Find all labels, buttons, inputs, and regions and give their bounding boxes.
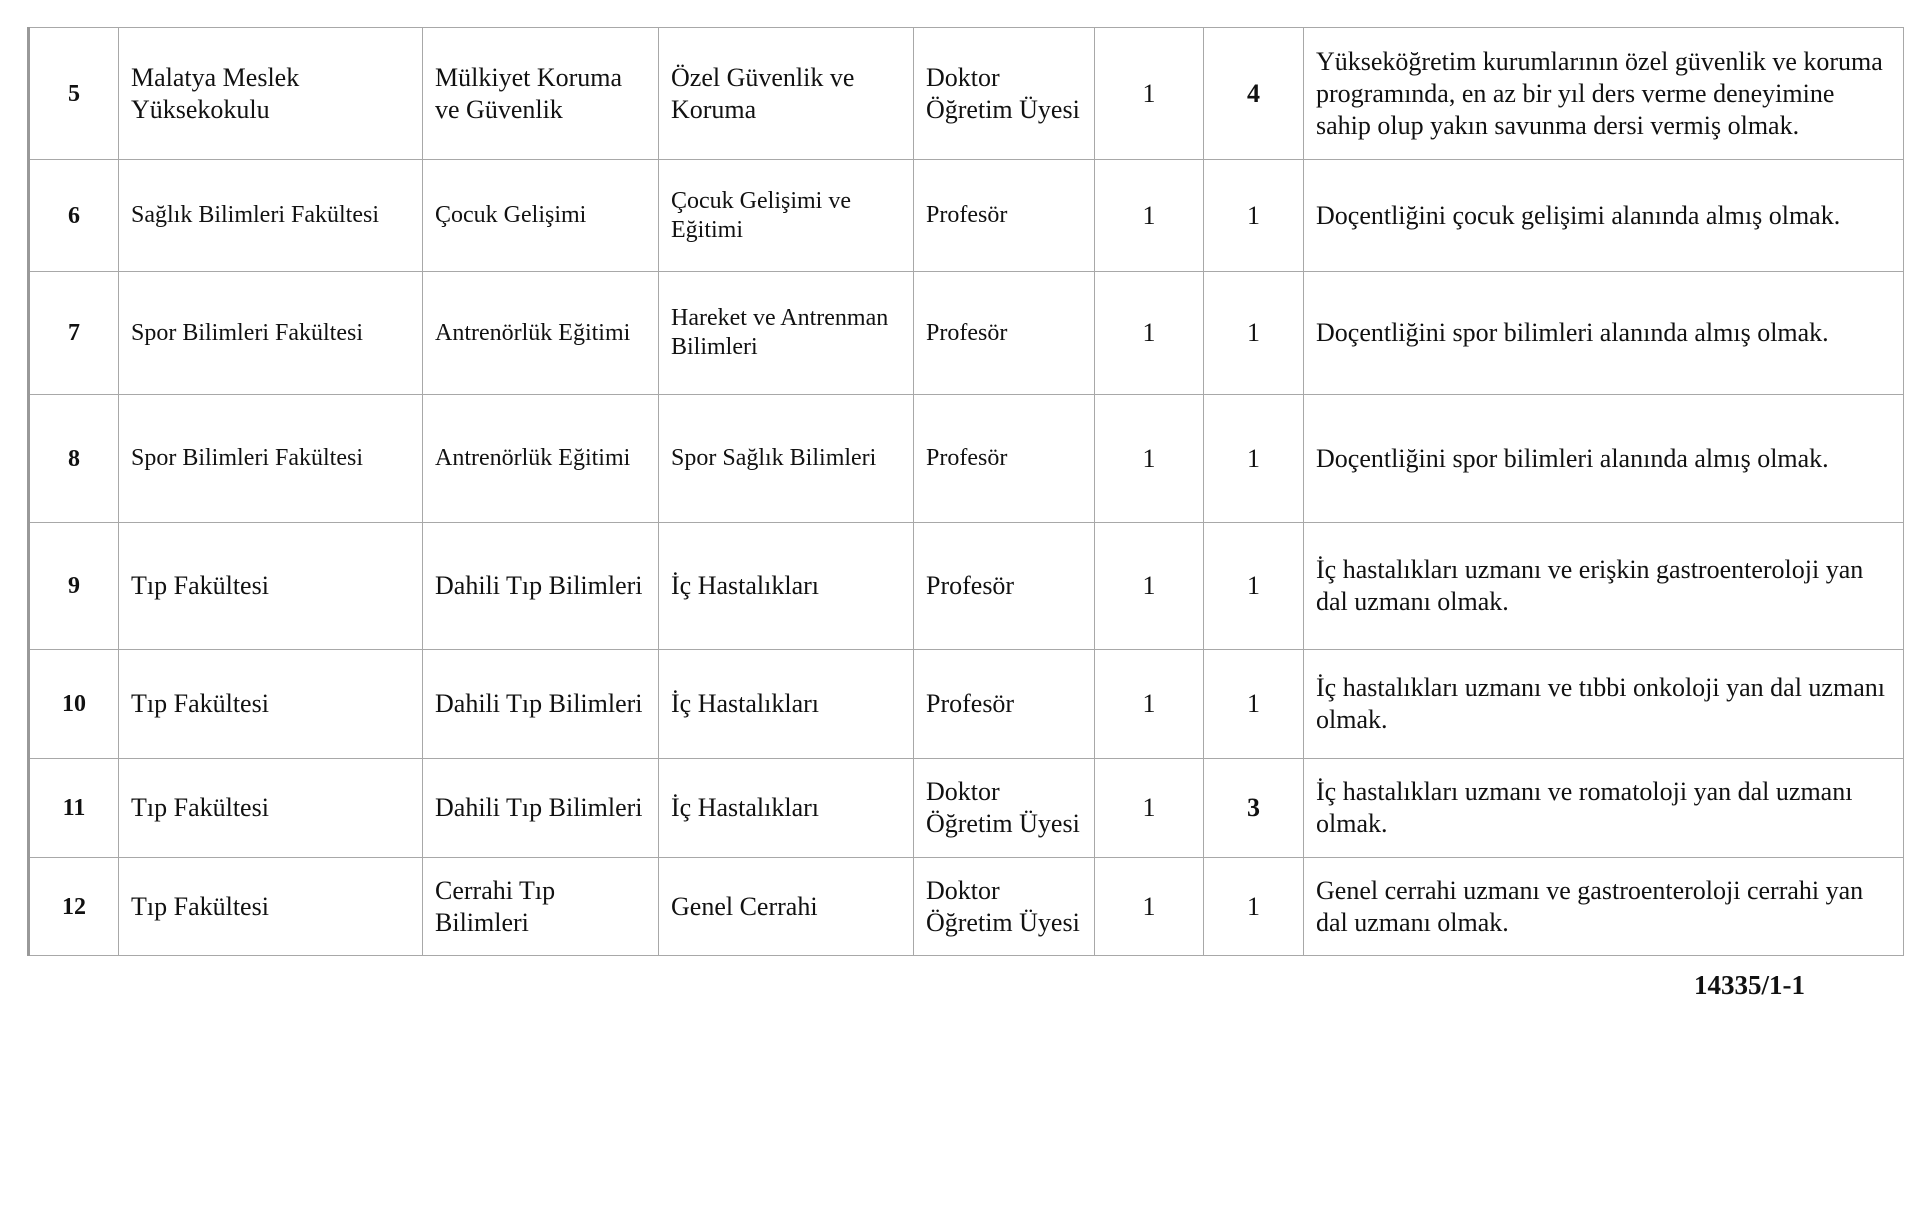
department-cell: Çocuk Gelişimi: [422, 159, 659, 272]
department-cell: Antrenörlük Eğitimi: [422, 271, 659, 395]
table-row: 11 Tıp Fakültesi Dahili Tıp Bilimleri İç Ha…: [27, 758, 1904, 858]
field-cell: İç Hastalıkları: [658, 758, 914, 858]
field-cell: Çocuk Gelişimi ve Eğitimi: [658, 159, 914, 272]
degree-cell: 1: [1094, 649, 1204, 759]
title-cell: Profesör: [913, 522, 1095, 650]
title-cell: Profesör: [913, 649, 1095, 759]
positions-table: 5 Malatya Meslek Yüksekokulu Mülkiyet Koru…: [27, 27, 1904, 956]
title-cell: Doktor Öğretim Üyesi: [913, 758, 1095, 858]
field-cell: Özel Güvenlik ve Koruma: [658, 27, 914, 160]
field-cell: Spor Sağlık Bilimleri: [658, 394, 914, 523]
field-cell: Genel Cerrahi: [658, 857, 914, 956]
requirement-cell: Doçentliğini çocuk gelişimi alanında alm…: [1303, 159, 1904, 272]
department-cell: Cerrahi Tıp Bilimleri: [422, 857, 659, 956]
degree-cell: 1: [1094, 159, 1204, 272]
table-row: 10 Tıp Fakültesi Dahili Tıp Bilimleri İç Ha…: [27, 649, 1904, 759]
requirement-cell: Doçentliğini spor bilimleri alanında alm…: [1303, 271, 1904, 395]
degree-cell: 1: [1094, 857, 1204, 956]
table-row: 8 Spor Bilimleri Fakültesi Antrenörlük Eği…: [27, 394, 1904, 523]
degree-cell: 1: [1094, 522, 1204, 650]
count-cell: 1: [1203, 649, 1304, 759]
row-number: 8: [27, 394, 119, 523]
degree-cell: 1: [1094, 27, 1204, 160]
row-number: 9: [27, 522, 119, 650]
title-cell: Profesör: [913, 271, 1095, 395]
degree-cell: 1: [1094, 758, 1204, 858]
department-cell: Mülkiyet Koruma ve Güvenlik: [422, 27, 659, 160]
count-cell: 4: [1203, 27, 1304, 160]
department-cell: Dahili Tıp Bilimleri: [422, 758, 659, 858]
title-cell: Doktor Öğretim Üyesi: [913, 27, 1095, 160]
table-row: 6 Sağlık Bilimleri Fakültesi Çocuk Gelişim…: [27, 159, 1904, 272]
count-cell: 3: [1203, 758, 1304, 858]
table-row: 5 Malatya Meslek Yüksekokulu Mülkiyet Koru…: [27, 27, 1904, 160]
count-cell: 1: [1203, 394, 1304, 523]
department-cell: Dahili Tıp Bilimleri: [422, 522, 659, 650]
count-cell: 1: [1203, 159, 1304, 272]
document-number: 14335/1-1: [1694, 970, 1805, 1000]
unit-cell: Tıp Fakültesi: [118, 758, 423, 858]
unit-cell: Sağlık Bilimleri Fakültesi: [118, 159, 423, 272]
unit-cell: Spor Bilimleri Fakültesi: [118, 271, 423, 395]
requirement-cell: Doçentliğini spor bilimleri alanında alm…: [1303, 394, 1904, 523]
unit-cell: Spor Bilimleri Fakültesi: [118, 394, 423, 523]
title-cell: Doktor Öğretim Üyesi: [913, 857, 1095, 956]
field-cell: İç Hastalıkları: [658, 522, 914, 650]
table-row: 9 Tıp Fakültesi Dahili Tıp Bilimleri İç Has…: [27, 522, 1904, 650]
requirement-cell: İç hastalıkları uzmanı ve romatoloji yan…: [1303, 758, 1904, 858]
degree-cell: 1: [1094, 271, 1204, 395]
row-number: 5: [27, 27, 119, 160]
unit-cell: Malatya Meslek Yüksekokulu: [118, 27, 423, 160]
row-number: 7: [27, 271, 119, 395]
unit-cell: Tıp Fakültesi: [118, 522, 423, 650]
table-row: 12 Tıp Fakültesi Cerrahi Tıp Bilimleri Gene…: [27, 857, 1904, 956]
requirement-cell: İç hastalıkları uzmanı ve erişkin gastro…: [1303, 522, 1904, 650]
requirement-cell: Yükseköğretim kurumlarının özel güvenlik…: [1303, 27, 1904, 160]
row-number: 10: [27, 649, 119, 759]
requirement-cell: İç hastalıkları uzmanı ve tıbbi onkoloji…: [1303, 649, 1904, 759]
title-cell: Profesör: [913, 394, 1095, 523]
table-row: 7 Spor Bilimleri Fakültesi Antrenörlük Eği…: [27, 271, 1904, 395]
field-cell: İç Hastalıkları: [658, 649, 914, 759]
department-cell: Dahili Tıp Bilimleri: [422, 649, 659, 759]
row-number: 6: [27, 159, 119, 272]
requirement-cell: Genel cerrahi uzmanı ve gastroenteroloji…: [1303, 857, 1904, 956]
degree-cell: 1: [1094, 394, 1204, 523]
title-cell: Profesör: [913, 159, 1095, 272]
field-cell: Hareket ve Antrenman Bilimleri: [658, 271, 914, 395]
unit-cell: Tıp Fakültesi: [118, 857, 423, 956]
department-cell: Antrenörlük Eğitimi: [422, 394, 659, 523]
count-cell: 1: [1203, 857, 1304, 956]
count-cell: 1: [1203, 271, 1304, 395]
unit-cell: Tıp Fakültesi: [118, 649, 423, 759]
count-cell: 1: [1203, 522, 1304, 650]
row-number: 12: [27, 857, 119, 956]
row-number: 11: [27, 758, 119, 858]
